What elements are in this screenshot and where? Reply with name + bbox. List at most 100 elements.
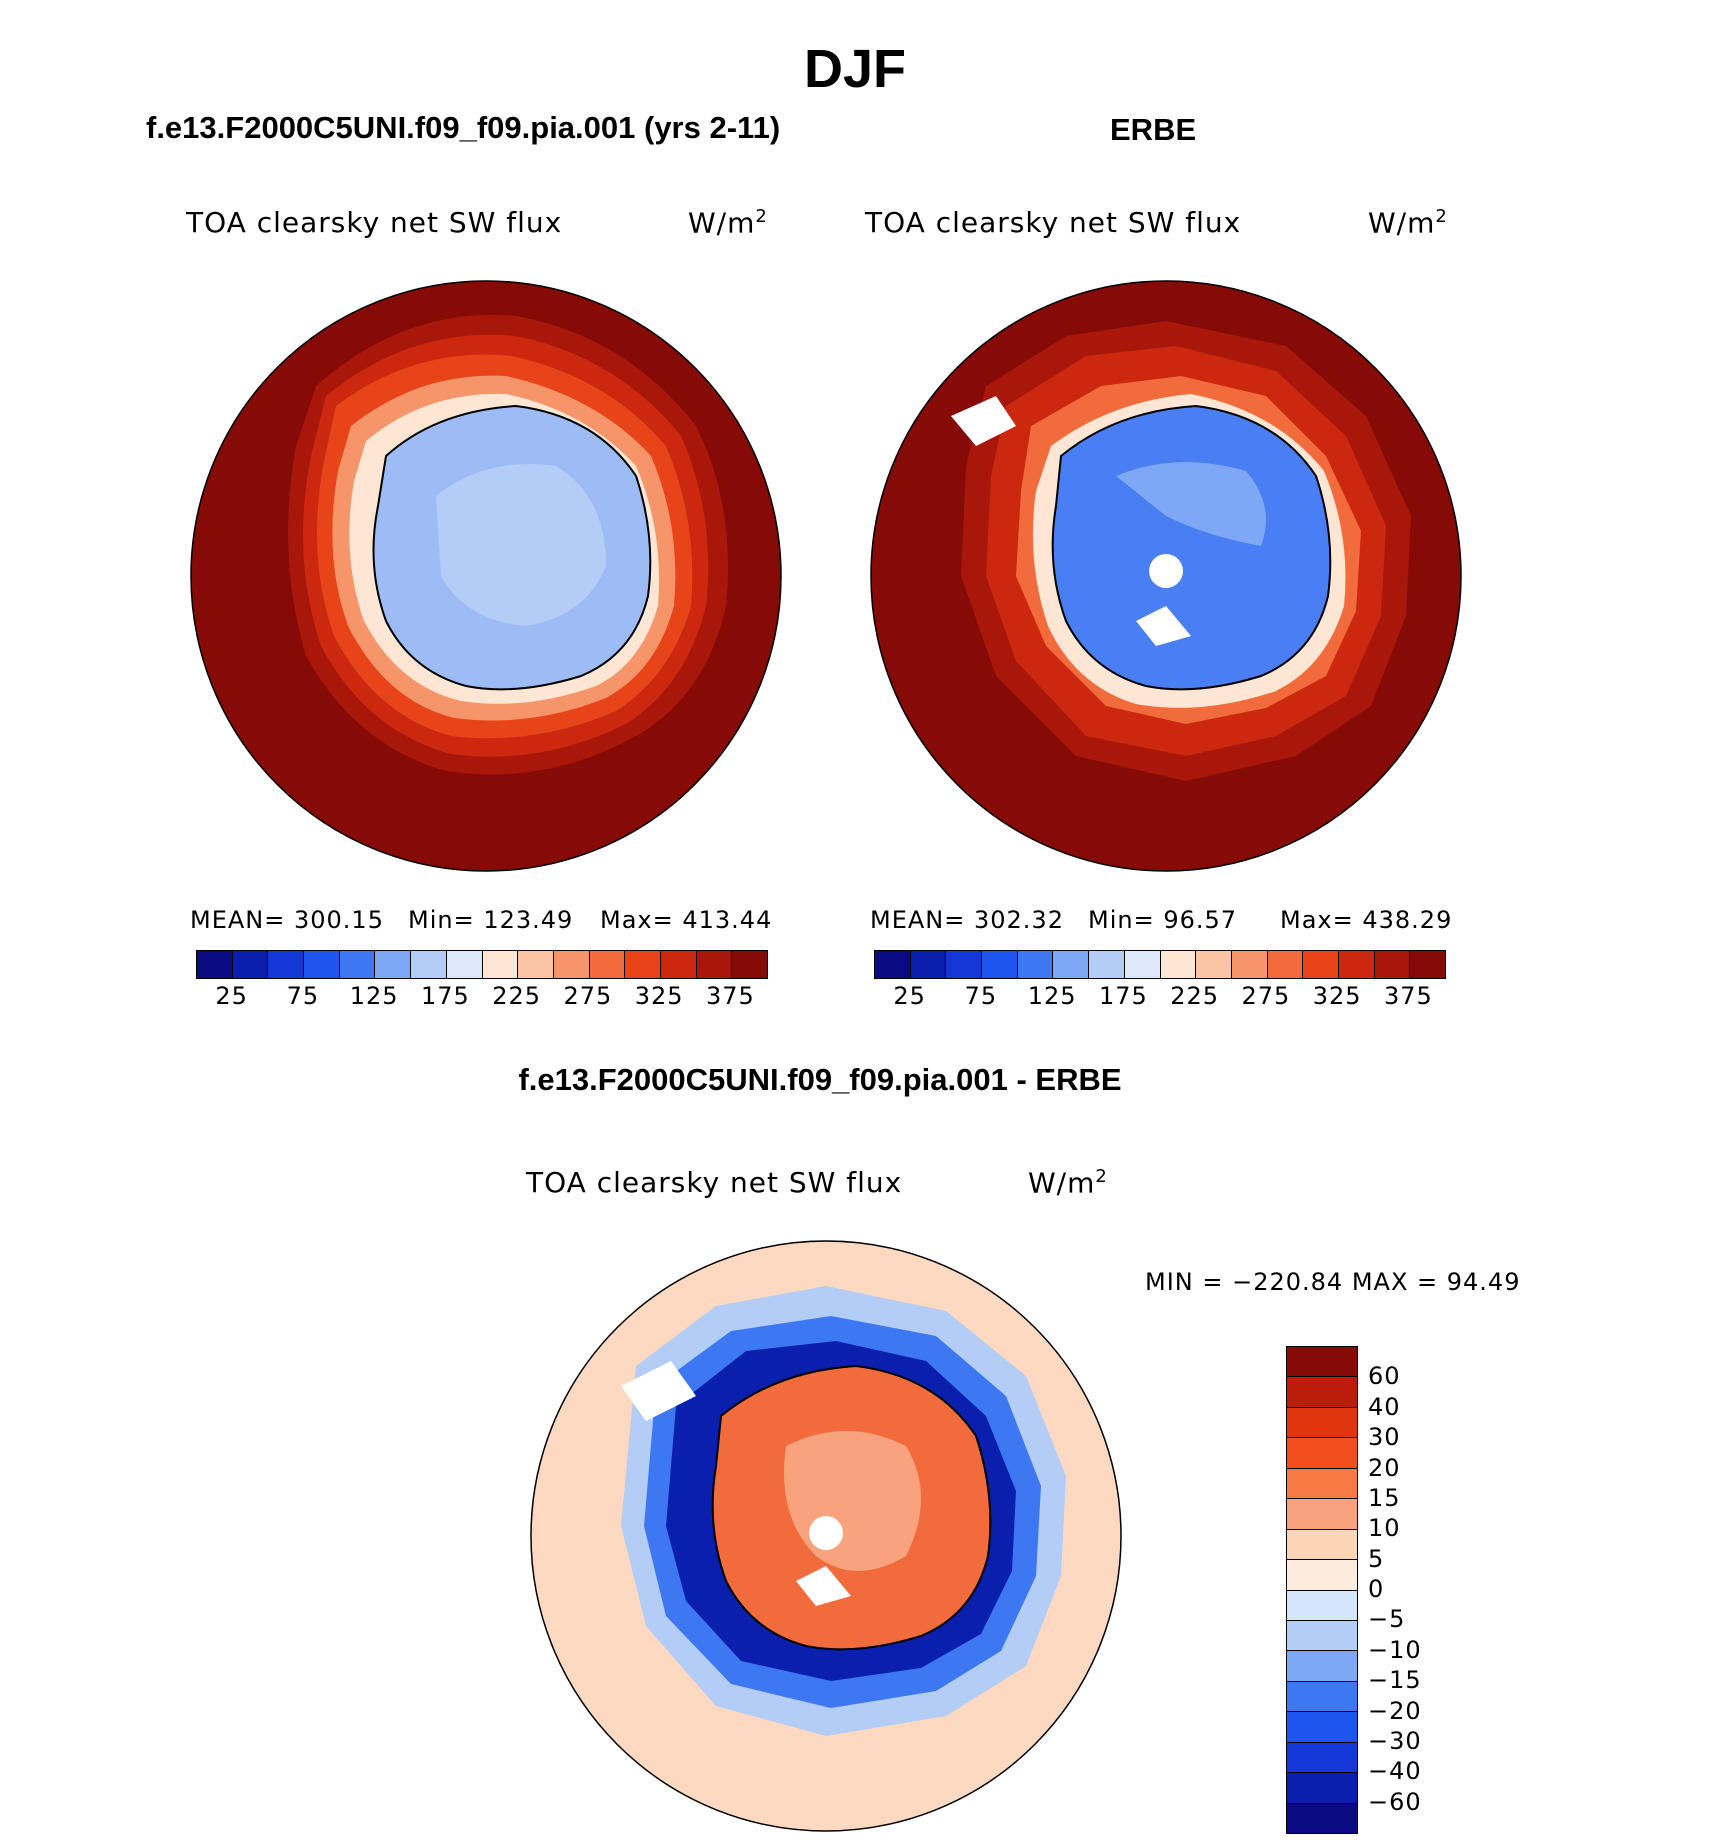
- left-mean-label: MEAN= 300.15: [190, 906, 384, 934]
- colorbar-box: [982, 951, 1018, 978]
- colorbar-box: [1287, 1773, 1357, 1804]
- diff-units-label: W/m2: [1028, 1166, 1108, 1200]
- colorbar-box: [1287, 1529, 1357, 1561]
- colorbar-box: [910, 951, 947, 978]
- colorbar-tick-label: 325: [1312, 982, 1362, 1010]
- colorbar-tick-label: 375: [1383, 982, 1433, 1010]
- colorbar-tick-label: 175: [420, 982, 470, 1010]
- left-variable-label: TOA clearsky net SW flux: [186, 206, 563, 239]
- right-panel-title: ERBE: [1110, 112, 1197, 147]
- colorbar-tick-label: 125: [349, 982, 399, 1010]
- left-panel-title: f.e13.F2000C5UNI.f09_f09.pia.001 (yrs 2-…: [146, 110, 781, 145]
- colorbar-box: [232, 951, 269, 978]
- colorbar-tick-label: −10: [1368, 1635, 1422, 1664]
- colorbar-box: [1374, 951, 1411, 978]
- colorbar-box: [1124, 951, 1161, 978]
- colorbar-box: [625, 951, 661, 978]
- colorbar-tick-label: 125: [1027, 982, 1077, 1010]
- left-min-label: Min= 123.49: [408, 906, 574, 934]
- colorbar-box: [553, 951, 590, 978]
- colorbar-box: [1287, 1742, 1357, 1774]
- colorbar-box: [1287, 1438, 1357, 1469]
- left-units-label: W/m2: [688, 206, 768, 240]
- colorbar-box: [1287, 1620, 1357, 1652]
- right-min-label: Min= 96.57: [1088, 906, 1238, 934]
- colorbar-tick-label: 60: [1368, 1362, 1401, 1391]
- colorbar-box: [1287, 1347, 1357, 1378]
- difference-colorbar: [1286, 1346, 1358, 1834]
- diff-minmax-label: MIN = −220.84 MAX = 94.49: [1145, 1268, 1521, 1296]
- colorbar-tick-label: −5: [1368, 1605, 1406, 1634]
- colorbar-tick-label: −60: [1368, 1787, 1422, 1816]
- colorbar-tick-label: 20: [1368, 1453, 1401, 1482]
- colorbar-box: [1231, 951, 1268, 978]
- colorbar-tick-label: 275: [1241, 982, 1291, 1010]
- colorbar-tick-label: 275: [563, 982, 613, 1010]
- colorbar-box: [1287, 1377, 1357, 1408]
- colorbar-box: [1287, 1560, 1357, 1591]
- colorbar-box: [446, 951, 483, 978]
- colorbar-box: [518, 951, 554, 978]
- colorbar-box: [1287, 1468, 1357, 1500]
- colorbar-tick-label: 375: [705, 982, 755, 1010]
- colorbar-tick-label: 175: [1098, 982, 1148, 1010]
- colorbar-box: [268, 951, 305, 978]
- colorbar-box: [1410, 951, 1445, 978]
- right-variable-label: TOA clearsky net SW flux: [865, 206, 1242, 239]
- colorbar-box: [1017, 951, 1054, 978]
- colorbar-box: [696, 951, 733, 978]
- colorbar-box: [482, 951, 519, 978]
- left-colorbar: [196, 950, 768, 979]
- right-units-label: W/m2: [1368, 206, 1448, 240]
- colorbar-tick-label: 75: [964, 982, 998, 1010]
- colorbar-tick-label: 5: [1368, 1544, 1385, 1573]
- colorbar-tick-label: 30: [1368, 1423, 1401, 1452]
- colorbar-tick-label: −20: [1368, 1696, 1422, 1725]
- main-title: DJF: [803, 39, 906, 99]
- colorbar-box: [1287, 1407, 1357, 1439]
- colorbar-box: [589, 951, 626, 978]
- colorbar-tick-label: 225: [1170, 982, 1220, 1010]
- colorbar-tick-label: 10: [1368, 1514, 1401, 1543]
- right-max-label: Max= 438.29: [1280, 906, 1453, 934]
- colorbar-tick-label: 40: [1368, 1392, 1401, 1421]
- colorbar-tick-label: −30: [1368, 1726, 1422, 1755]
- colorbar-box: [1287, 1499, 1357, 1530]
- colorbar-box: [1287, 1803, 1357, 1833]
- colorbar-box: [1303, 951, 1339, 978]
- diff-variable-label: TOA clearsky net SW flux: [526, 1166, 903, 1199]
- colorbar-box: [1089, 951, 1125, 978]
- colorbar-box: [411, 951, 447, 978]
- colorbar-box: [1053, 951, 1090, 978]
- colorbar-tick-label: 225: [492, 982, 542, 1010]
- colorbar-box: [1196, 951, 1232, 978]
- colorbar-tick-label: 15: [1368, 1483, 1401, 1512]
- colorbar-box: [1160, 951, 1197, 978]
- colorbar-box: [660, 951, 697, 978]
- right-colorbar: [874, 950, 1446, 979]
- colorbar-tick-label: 325: [634, 982, 684, 1010]
- colorbar-box: [197, 951, 233, 978]
- difference-polar-map: [530, 1240, 1122, 1832]
- colorbar-tick-label: −15: [1368, 1666, 1422, 1695]
- difference-panel-title: f.e13.F2000C5UNI.f09_f09.pia.001 - ERBE: [518, 1062, 1122, 1097]
- colorbar-box: [1338, 951, 1375, 978]
- colorbar-tick-label: −40: [1368, 1757, 1422, 1786]
- colorbar-box: [304, 951, 340, 978]
- right-polar-map: [870, 280, 1462, 872]
- colorbar-box: [375, 951, 412, 978]
- colorbar-tick-label: 25: [215, 982, 248, 1010]
- right-mean-label: MEAN= 302.32: [870, 906, 1064, 934]
- colorbar-tick-label: 0: [1368, 1575, 1385, 1603]
- colorbar-box: [1287, 1651, 1357, 1682]
- colorbar-box: [1267, 951, 1304, 978]
- left-max-label: Max= 413.44: [600, 906, 773, 934]
- colorbar-tick-label: 75: [286, 982, 320, 1010]
- left-polar-map: [190, 280, 782, 872]
- colorbar-box: [339, 951, 376, 978]
- colorbar-box: [1287, 1712, 1357, 1743]
- colorbar-box: [1287, 1590, 1357, 1621]
- colorbar-box: [875, 951, 911, 978]
- colorbar-tick-label: 25: [893, 982, 926, 1010]
- colorbar-box: [1287, 1681, 1357, 1713]
